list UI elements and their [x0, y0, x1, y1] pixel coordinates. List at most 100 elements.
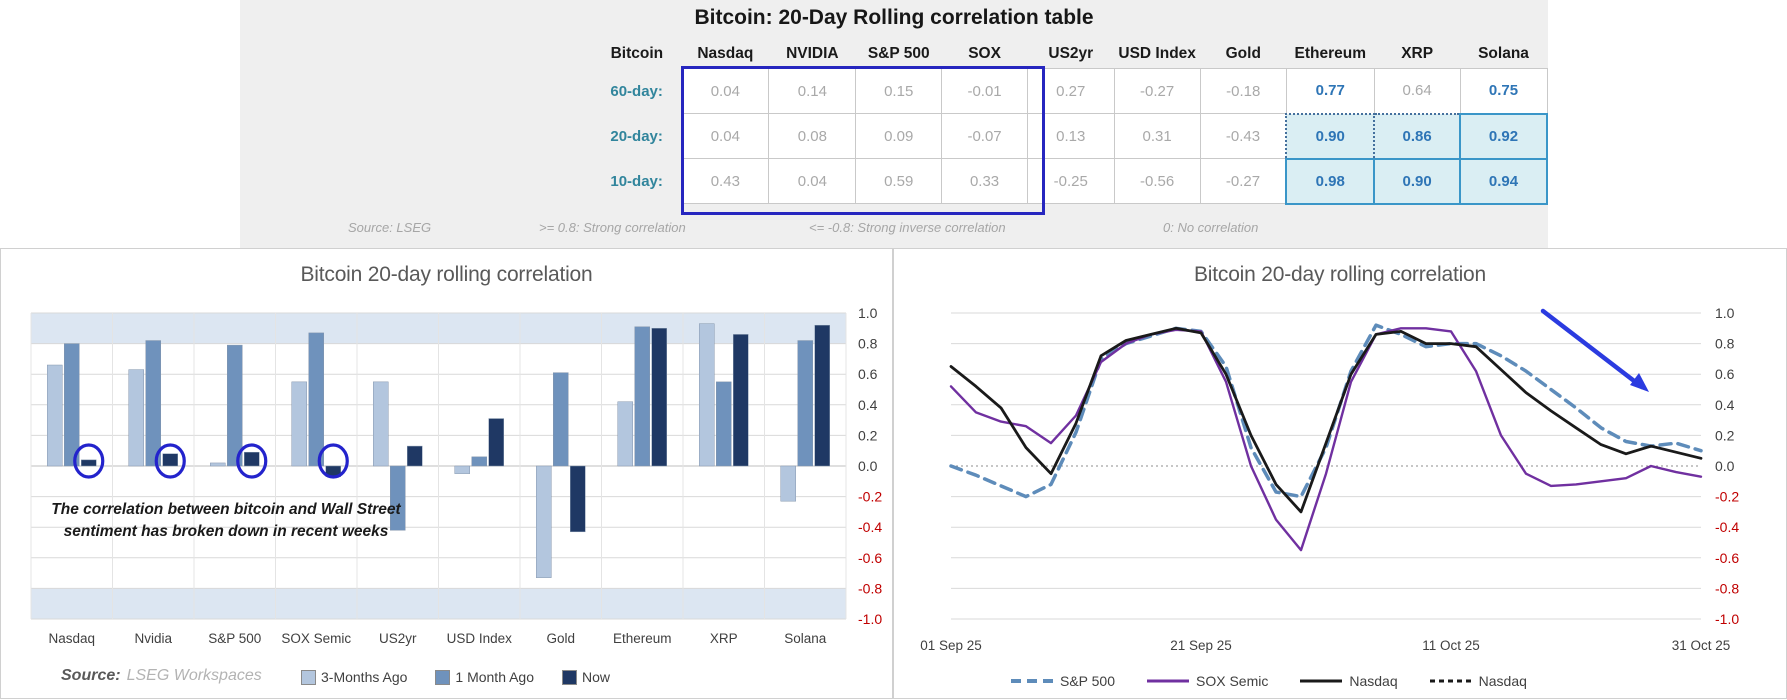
svg-text:US2yr: US2yr [379, 631, 417, 646]
table-cell: 0.14 [768, 68, 857, 114]
svg-text:0.8: 0.8 [858, 336, 878, 352]
svg-text:1.0: 1.0 [858, 305, 878, 321]
line-chart: -1.0 -0.8 -0.6 -0.4 -0.2 0.0 0.2 0.4 0.6 0.8 1.0 01… [920, 305, 1739, 653]
table-cell: 0.08 [768, 113, 857, 159]
legend-nocorrelation: 0: No correlation [1163, 220, 1259, 235]
table-row: 60-day: 0.04 0.14 0.15 -0.01 0.27 -0.27 -0.18 0.… [592, 68, 1548, 114]
correlation-table-panel: Bitcoin: 20-Day Rolling correlation tabl… [240, 0, 1548, 248]
svg-text:0.0: 0.0 [858, 458, 878, 474]
table-cell: 0.64 [1373, 68, 1461, 114]
legend-item-nasdaq-dashed: Nasdaq [1429, 673, 1527, 689]
svg-text:-0.2: -0.2 [858, 489, 882, 505]
table-cell: 0.15 [855, 68, 943, 114]
table-cell: 0.13 [1027, 113, 1115, 159]
svg-text:Nvidia: Nvidia [134, 631, 172, 646]
svg-text:0.2: 0.2 [1715, 427, 1735, 443]
column-header: USD Index [1118, 45, 1196, 62]
column-header: S&P 500 [867, 45, 930, 62]
svg-text:Nasdaq: Nasdaq [48, 631, 95, 646]
column-header: Gold [1225, 45, 1261, 62]
legend-item-1month: 1 Month Ago [435, 669, 534, 685]
legend-item-nasdaq: Nasdaq [1300, 673, 1398, 689]
svg-text:-1.0: -1.0 [1715, 611, 1739, 627]
svg-text:0.4: 0.4 [1715, 397, 1735, 413]
table-cell: 0.33 [941, 158, 1029, 204]
svg-text:0.8: 0.8 [1715, 336, 1735, 352]
table-cell: -0.25 [1027, 158, 1115, 204]
table-corner-label: Bitcoin [610, 45, 664, 63]
bar-chart: -1.0 -0.8 -0.6 -0.4 -0.2 0.0 0.2 0.4 0.6 0.8 1.0 Na… [30, 305, 882, 646]
svg-text:-0.6: -0.6 [858, 550, 882, 566]
table-cell: 0.43 [681, 158, 770, 204]
table-cell: -0.01 [941, 68, 1029, 114]
bar-chart-legend: 3-Months Ago 1 Month Ago Now [301, 669, 610, 685]
legend-item-soxsemic: SOX Semic [1147, 673, 1269, 689]
line-chart-legend: S&P 500 SOX Semic Nasdaq Nasdaq [1009, 673, 1527, 689]
table-source: Source: LSEG [348, 220, 432, 235]
bar-chart-panel: -1.0 -0.8 -0.6 -0.4 -0.2 0.0 0.2 0.4 0.6 0.8 1.0 Na… [0, 248, 893, 699]
svg-text:XRP: XRP [710, 631, 738, 646]
legend-item-now: Now [562, 669, 610, 685]
column-header: Solana [1478, 45, 1529, 62]
column-header: Nasdaq [697, 45, 754, 62]
table-cell: 0.04 [681, 68, 770, 114]
svg-text:USD Index: USD Index [447, 631, 513, 646]
column-header: Ethereum [1294, 45, 1367, 62]
svg-text:-0.8: -0.8 [858, 580, 882, 596]
legend-inverse: <= -0.8: Strong inverse correlation [809, 220, 1006, 235]
column-header: US2yr [1048, 45, 1094, 62]
svg-text:01 Sep 25: 01 Sep 25 [920, 638, 982, 653]
table-cell: 0.09 [855, 113, 943, 159]
correlation-table: Bitcoin Nasdaq NVIDIA S&P 500 SOX US2yr USD In… [592, 40, 1548, 205]
table-cell: -0.18 [1199, 68, 1287, 114]
svg-text:21 Sep 25: 21 Sep 25 [1170, 638, 1232, 653]
svg-text:S&P 500: S&P 500 [208, 631, 261, 646]
row-label: 60-day: [610, 82, 663, 100]
line-chart-panel: -1.0 -0.8 -0.6 -0.4 -0.2 0.0 0.2 0.4 0.6 0.8 1.0 01… [893, 248, 1787, 699]
table-cell: 0.90 [1285, 112, 1376, 160]
legend-item-3months: 3-Months Ago [301, 669, 407, 685]
svg-text:Solana: Solana [784, 631, 827, 646]
chart-source: Source: LSEG Workspaces [61, 667, 262, 684]
table-row: 20-day: 0.04 0.08 0.09 -0.07 0.13 0.31 -0.43 0.9… [592, 112, 1548, 160]
table-cell: -0.43 [1199, 113, 1287, 159]
table-cell: 0.86 [1373, 112, 1462, 160]
svg-text:SOX Semic: SOX Semic [281, 631, 351, 646]
table-cell: 0.77 [1285, 68, 1375, 114]
table-cell: -0.56 [1113, 158, 1201, 204]
svg-text:-0.4: -0.4 [1715, 519, 1739, 535]
legend-strong: >= 0.8: Strong correlation [539, 220, 686, 235]
legend-item-sp500: S&P 500 [1011, 673, 1116, 689]
legend-swatch-now [562, 669, 578, 685]
table-cell: 0.27 [1027, 68, 1115, 114]
table-cell: 0.04 [681, 113, 770, 159]
table-cell: 0.98 [1285, 157, 1376, 205]
table-cell: 0.59 [855, 158, 943, 204]
column-header: XRP [1401, 45, 1434, 62]
legend-swatch-3months [301, 669, 316, 685]
bar-chart-title: Bitcoin 20-day rolling correlation [300, 263, 593, 286]
table-cell: 0.94 [1459, 157, 1548, 205]
svg-text:-0.4: -0.4 [858, 519, 882, 535]
svg-text:Ethereum: Ethereum [613, 631, 672, 646]
svg-text:11 Oct 25: 11 Oct 25 [1422, 638, 1480, 653]
table-cell: 0.04 [768, 158, 857, 204]
table-cell: 0.75 [1459, 68, 1548, 114]
chart-annotation: The correlation between bitcoin and Wall… [51, 501, 401, 541]
table-cell: 0.31 [1113, 113, 1201, 159]
line-chart-title: Bitcoin 20-day rolling correlation [1193, 263, 1487, 286]
svg-text:0.2: 0.2 [858, 427, 878, 443]
row-label: 10-day: [610, 172, 663, 190]
table-cell: 0.92 [1459, 112, 1548, 160]
svg-text:-0.6: -0.6 [1715, 550, 1739, 566]
row-label: 20-day: [610, 127, 663, 145]
table-title: Bitcoin: 20-Day Rolling correlation tabl… [694, 6, 1094, 29]
svg-text:31 Oct 25: 31 Oct 25 [1672, 638, 1731, 653]
legend-swatch-1month [435, 669, 451, 685]
svg-text:-0.2: -0.2 [1715, 489, 1739, 505]
svg-text:1.0: 1.0 [1715, 305, 1735, 321]
svg-text:0.6: 0.6 [858, 366, 878, 382]
table-cell: -0.27 [1113, 68, 1201, 114]
svg-text:0.6: 0.6 [1715, 366, 1735, 382]
table-cell: -0.27 [1199, 158, 1287, 204]
